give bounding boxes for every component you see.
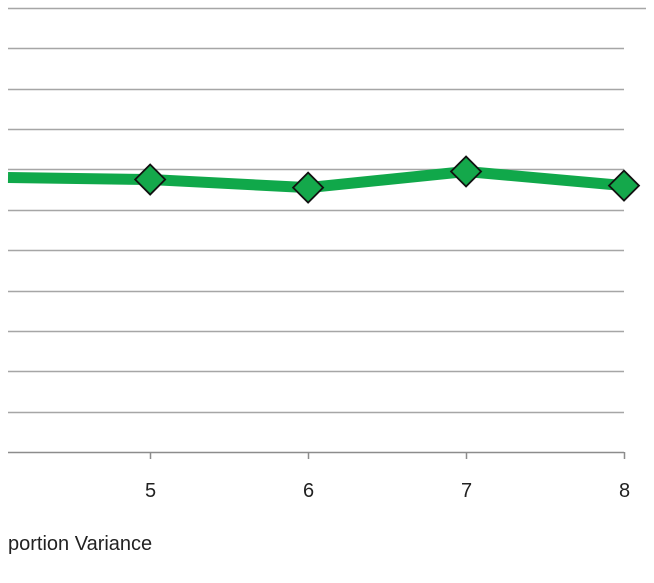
x-tick-label: 5 — [145, 480, 156, 502]
x-axis: 5 6 7 8 — [8, 451, 630, 502]
gridlines — [8, 7, 646, 414]
data-point-marker — [607, 169, 641, 202]
x-tick-label: 7 — [461, 480, 472, 502]
series-layer — [7, 155, 641, 204]
data-point-marker — [449, 155, 483, 188]
x-tick-label: 8 — [619, 480, 630, 502]
data-point-marker — [291, 171, 325, 204]
x-tick-label: 6 — [303, 480, 314, 502]
data-point-marker — [133, 163, 167, 196]
axis-title-fragment: portion Variance — [8, 533, 153, 555]
